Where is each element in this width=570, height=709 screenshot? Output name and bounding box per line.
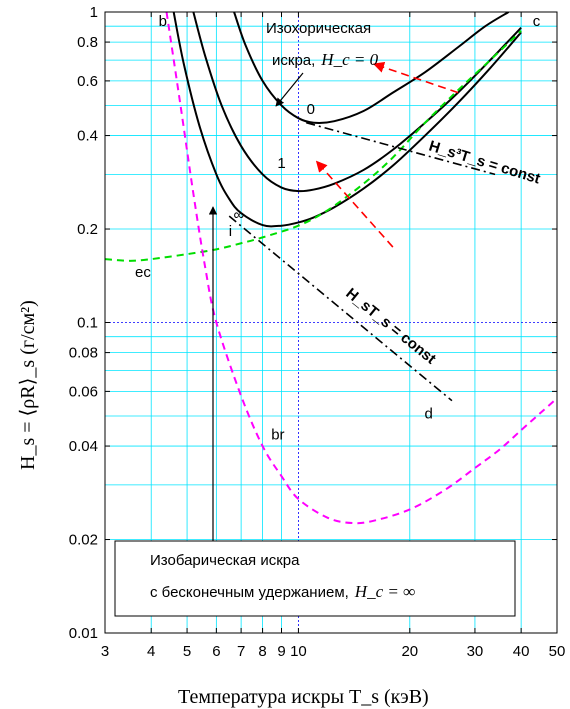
eq-cubic-label: H_s³T_s = const — [427, 138, 542, 188]
x-tick-label: 5 — [183, 643, 191, 660]
series-line-3 — [105, 30, 522, 262]
y-tick-label: 0.6 — [77, 73, 98, 90]
point-label: 0 — [307, 101, 315, 118]
eq-linear-label: H_sT_s = const — [342, 285, 439, 368]
series-line-0 — [233, 12, 510, 124]
point-label: br — [271, 426, 284, 443]
point-label: d — [425, 406, 433, 423]
isochoric-label-line1: Изохорическая — [266, 20, 371, 37]
series-line-4 — [165, 12, 557, 525]
red-arrow-0 — [372, 61, 459, 94]
y-tick-label: 0.08 — [69, 345, 98, 362]
x-tick-label: 3 — [101, 643, 109, 660]
series-line-1 — [192, 12, 522, 193]
x-tick-label: 50 — [549, 643, 566, 660]
axis-ticks — [104, 11, 558, 634]
red-arrow-1 — [315, 160, 394, 248]
gridlines — [104, 12, 557, 633]
y-tick-label: 0.04 — [69, 438, 98, 455]
data-series — [105, 12, 557, 525]
point-label: i — [229, 223, 232, 240]
isobaric-eq: H_c = ∞ — [354, 582, 415, 601]
x-tick-label: 4 — [147, 643, 155, 660]
y-tick-label: 0.1 — [77, 315, 98, 332]
x-tick-label: 40 — [513, 643, 530, 660]
y-tick-label: 0.2 — [77, 221, 98, 238]
point-labels: b c i d ec br 0 1 ∞ — [135, 13, 541, 443]
x-tick-label: 9 — [277, 643, 285, 660]
series-line-6 — [228, 215, 453, 402]
series-line-5 — [306, 121, 496, 176]
isochoric-label-line2: искра, H_c = 0 — [272, 50, 379, 69]
isobaric-label-line1: Изобарическая искра — [150, 552, 300, 569]
isobaric-label-line2: с бесконечным удержанием, H_c = ∞ — [150, 582, 415, 601]
point-label: ∞ — [233, 206, 244, 223]
y-tick-label: 1 — [90, 4, 98, 21]
point-label: 1 — [277, 155, 285, 172]
isochoric-word: искра, — [272, 52, 315, 69]
tick-labels: 3 4 5 6 7 8 9 10 20 30 40 500.010.020.040.060.080.1… — [69, 4, 566, 660]
y-tick-label: 0.01 — [69, 625, 98, 642]
x-tick-label: 20 — [401, 643, 418, 660]
y-tick-label: 0.4 — [77, 128, 98, 145]
isochoric-eq: H_c = 0 — [320, 50, 378, 69]
y-tick-label: 0.8 — [77, 34, 98, 51]
y-axis-label: H_s = ⟨ρR⟩_s (г/см²) — [17, 300, 39, 470]
red-arrows — [315, 61, 459, 248]
point-label: c — [533, 13, 541, 30]
isobaric-box — [114, 540, 516, 617]
x-tick-label: 10 — [290, 643, 307, 660]
isochoric-pointer — [275, 72, 304, 107]
point-label: ec — [135, 264, 151, 281]
x-tick-label: 30 — [467, 643, 484, 660]
isobaric-words: с бесконечным удержанием, — [150, 584, 349, 601]
series-line-2 — [172, 12, 522, 228]
x-tick-label: 7 — [237, 643, 245, 660]
point-label: b — [159, 13, 167, 30]
x-tick-label: 8 — [258, 643, 266, 660]
y-tick-label: 0.02 — [69, 532, 98, 549]
y-tick-label: 0.06 — [69, 383, 98, 400]
x-axis-label: Температура искры T_s (кэВ) — [178, 686, 429, 708]
x-tick-label: 6 — [212, 643, 220, 660]
